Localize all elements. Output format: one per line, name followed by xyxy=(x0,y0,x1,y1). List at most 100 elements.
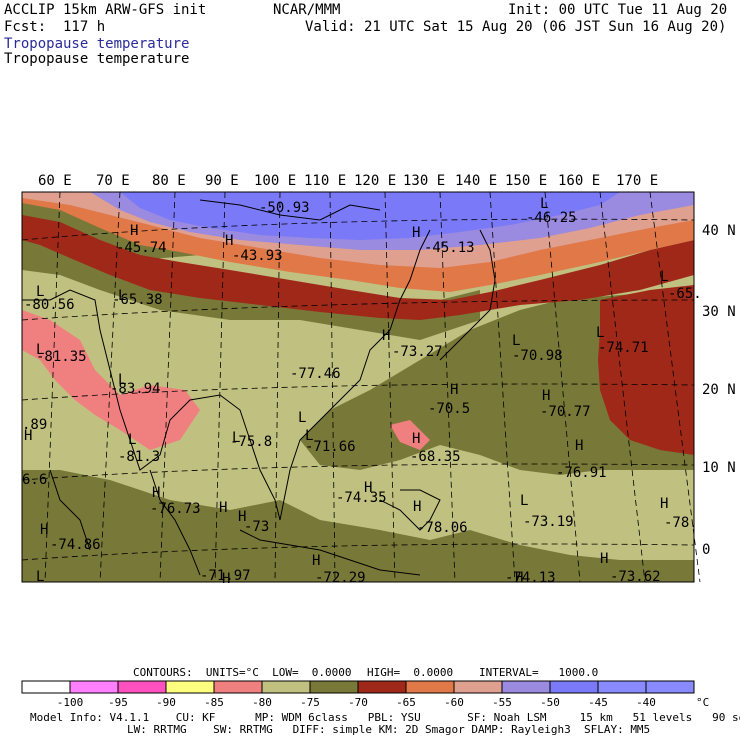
field-band-65-north xyxy=(22,215,694,320)
colorbar-label: -80 xyxy=(252,696,272,709)
hl-marker: H xyxy=(40,522,48,538)
colorbar-contours-info: CONTOURS: UNITS=°C LOW= 0.0000 xyxy=(133,666,352,679)
extremum-value: -73 xyxy=(244,519,269,535)
longitude-label: 140 E xyxy=(455,173,497,189)
extremum-value: -46.25 xyxy=(526,210,577,226)
map-frame xyxy=(21,191,695,583)
coastlines xyxy=(22,199,496,576)
model-title: ACCLIP 15km ARW-GFS init xyxy=(4,2,207,18)
extremum-value: -70.5 xyxy=(428,401,470,417)
longitude-label: 130 E xyxy=(403,173,445,189)
colorbar-label: -90 xyxy=(156,696,176,709)
colorbar-high-info: HIGH= 0.0000 xyxy=(367,666,454,679)
extremum-value: -70.98 xyxy=(512,348,563,364)
colorbar-swatch xyxy=(405,680,455,694)
field-band-80-patch xyxy=(390,420,430,450)
colorbar-label: -65 xyxy=(396,696,416,709)
hl-marker: L xyxy=(660,269,668,285)
hl-marker: H xyxy=(450,382,458,398)
extremum-value: -80.56 xyxy=(24,297,75,313)
hl-marker: H xyxy=(238,509,246,525)
longitude-label: 120 E xyxy=(354,173,396,189)
hl-marker: L xyxy=(118,372,126,388)
colorbar-swatch xyxy=(69,680,119,694)
longitude-labels: 60 E 70 E 80 E 90 E 100 E 110 E 120 E 130 E 140 … xyxy=(38,173,658,189)
hl-marker: H xyxy=(413,499,421,515)
extremum-value: -76.73 xyxy=(150,501,201,517)
colorbar-label: -40 xyxy=(636,696,656,709)
colorbar-label: -100 xyxy=(57,696,84,709)
hl-marker: H xyxy=(222,571,230,587)
hl-marker: L xyxy=(596,325,604,341)
colorbar-interval-info: INTERVAL= 1000.0 xyxy=(479,666,599,679)
colorbar-label: -60 xyxy=(444,696,464,709)
extremum-value: -78.06 xyxy=(417,520,468,536)
hl-marker: L xyxy=(540,196,548,212)
field-band-80-india xyxy=(22,310,200,450)
colorbar-swatch xyxy=(501,680,551,694)
latitude-label: 10 N xyxy=(702,460,736,476)
colorbar-label: -50 xyxy=(540,696,560,709)
field-name-shaded: Tropopause temperature xyxy=(4,36,190,52)
model-info-line1: Model Info: V4.1.1 CU: KF MP: WDM 6class… xyxy=(30,711,740,724)
colorbar-label: -85 xyxy=(204,696,224,709)
extremum-value: -76.91 xyxy=(556,465,607,481)
longitude-label: 100 E xyxy=(254,173,296,189)
colorbar-swatch xyxy=(213,680,263,694)
extremum-value: .89 xyxy=(22,417,47,433)
hl-marker: H xyxy=(382,328,390,344)
hl-marker: L xyxy=(118,288,126,304)
extremum-value: -45.74 xyxy=(116,240,167,256)
hl-marker: L xyxy=(232,430,240,446)
extremum-value: -81.35 xyxy=(36,349,87,365)
longitude-label: 80 E xyxy=(152,173,186,189)
hl-marker: H xyxy=(152,485,160,501)
hl-marker: L xyxy=(305,428,313,444)
hl-marker: H xyxy=(515,570,523,586)
latitude-label: 40 N xyxy=(702,223,736,239)
hl-marker: H xyxy=(600,551,608,567)
extremum-value: -74.13 xyxy=(505,570,556,586)
colorbar-swatch xyxy=(549,680,599,694)
extremum-value: -83.94 xyxy=(110,381,161,397)
hl-marker: L xyxy=(520,493,528,509)
hl-marker: H xyxy=(542,388,550,404)
init-time: Init: 00 UTC Tue 11 Aug 20 xyxy=(508,2,728,18)
valid-time: Valid: 21 UTC Sat 15 Aug 20 (06 JST Sun … xyxy=(305,19,727,35)
organization-label: NCAR/MMM xyxy=(273,2,341,18)
extremum-value: -45.13 xyxy=(424,240,475,256)
extremum-value: -73.27 xyxy=(392,344,443,360)
extremum-value: -50.93 xyxy=(259,200,310,216)
colorbar-swatch xyxy=(645,680,695,694)
hl-marker: H xyxy=(575,438,583,454)
colorbar-swatch xyxy=(165,680,215,694)
hl-marker: H xyxy=(412,431,420,447)
colorbar-label: -55 xyxy=(492,696,512,709)
hl-marker: L xyxy=(36,569,44,585)
extremum-value: -70.77 xyxy=(540,404,591,420)
hl-marker: L xyxy=(512,333,520,349)
extremum-value: -78. xyxy=(664,515,698,531)
extremum-value: -74.71 xyxy=(598,340,649,356)
extrema-values: -50.93 -46.25 -45.74 -43.93 -45.13 -65. -80.56… xyxy=(22,200,702,586)
latitude-label: 0 xyxy=(702,542,710,558)
latitude-label: 30 N xyxy=(702,304,736,320)
extremum-value: -71.97 xyxy=(200,568,251,584)
field-band-70-south xyxy=(22,470,694,582)
field-band-65-east xyxy=(598,285,694,455)
extremum-value: -75.8 xyxy=(230,434,272,450)
longitude-label: 110 E xyxy=(304,173,346,189)
extremum-value: -65.38 xyxy=(112,292,163,308)
colorbar-label: -45 xyxy=(588,696,608,709)
longitude-label: 70 E xyxy=(96,173,130,189)
colorbar-swatch xyxy=(261,680,311,694)
hl-marker: H xyxy=(364,480,372,496)
extremum-value: -65. xyxy=(668,286,702,302)
colorbar-label: -75 xyxy=(300,696,320,709)
colorbar-swatch xyxy=(309,680,359,694)
colorbar-unit: °C xyxy=(696,696,709,709)
hl-marker: H xyxy=(312,553,320,569)
longitude-label: 170 E xyxy=(616,173,658,189)
extremum-value: -71.66 xyxy=(305,439,356,455)
